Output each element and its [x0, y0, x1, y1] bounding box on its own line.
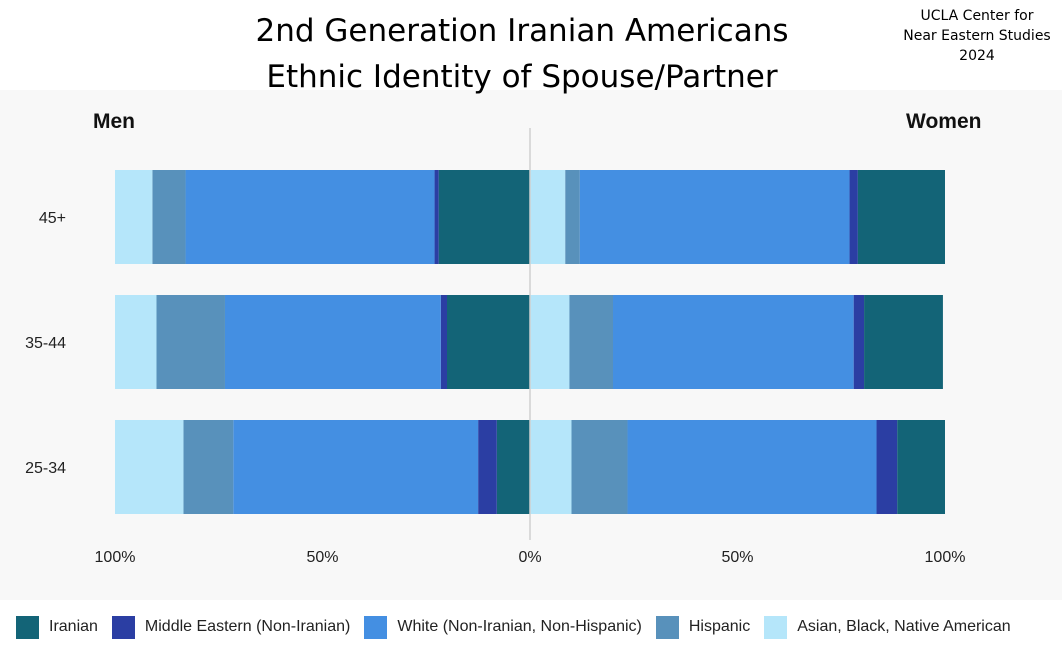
- bar-men-25-34-series-2: [233, 420, 479, 514]
- legend-label: White (Non-Iranian, Non-Hispanic): [397, 618, 642, 635]
- bar-women-25-34-series-1: [876, 420, 898, 514]
- bar-men-45+-series-1: [434, 170, 439, 264]
- chart-title: 2nd Generation Iranian Americans Ethnic …: [222, 8, 822, 100]
- x-tick-label: 100%: [925, 549, 966, 566]
- legend-swatch: [764, 615, 788, 639]
- bar-men-45+-series-4: [115, 170, 153, 264]
- legend-label: Hispanic: [688, 618, 751, 635]
- category-label: 35-44: [25, 335, 66, 352]
- bar-men-25-34-series-3: [183, 420, 234, 514]
- bar-women-45+-series-3: [565, 170, 580, 264]
- bar-men-45+-series-2: [185, 170, 435, 264]
- legend-swatch: [364, 615, 388, 639]
- bar-men-35-44-series-0: [447, 295, 530, 389]
- category-label: 25-34: [25, 460, 66, 477]
- legend-item: Hispanic: [655, 615, 751, 639]
- x-tick-label: 100%: [95, 549, 136, 566]
- x-tick-label: 50%: [721, 549, 753, 566]
- bar-men-35-44-series-2: [224, 295, 441, 389]
- bar-women-35-44-series-1: [853, 295, 865, 389]
- legend-item: Middle Eastern (Non-Iranian): [111, 615, 351, 639]
- legend-label: Asian, Black, Native American: [797, 618, 1011, 635]
- source-note: UCLA Center for Near Eastern Studies 202…: [892, 6, 1062, 66]
- bar-men-45+-series-0: [438, 170, 530, 264]
- bar-men-35-44-series-4: [115, 295, 157, 389]
- bar-men-35-44-series-1: [440, 295, 447, 389]
- legend-label: Iranian: [49, 618, 98, 635]
- title-line-2: Ethnic Identity of Spouse/Partner: [266, 59, 778, 95]
- women-side-label: Women: [906, 110, 982, 133]
- legend-swatch: [655, 615, 679, 639]
- x-tick-label: 50%: [306, 549, 338, 566]
- bar-women-35-44-series-3: [569, 295, 613, 389]
- men-side-label: Men: [93, 110, 135, 133]
- bar-women-25-34-series-3: [571, 420, 628, 514]
- legend-swatch: [16, 615, 39, 639]
- diverging-bar-chart: 45+ 35-44 25-34 100% 50% 0% 50% 100%: [25, 128, 966, 566]
- chart-legend: Iranian Middle Eastern (Non-Iranian) White…: [16, 612, 1025, 642]
- bar-women-25-34-series-4: [530, 420, 572, 514]
- bar-men-35-44-series-3: [156, 295, 225, 389]
- legend-item: Asian, Black, Native American: [764, 615, 1011, 639]
- bar-men-45+-series-3: [152, 170, 186, 264]
- bar-women-35-44-series-0: [864, 295, 943, 389]
- bar-women-45+-series-4: [530, 170, 566, 264]
- bar-women-45+-series-1: [849, 170, 858, 264]
- bar-women-35-44-series-2: [613, 295, 854, 389]
- bar-men-25-34-series-1: [478, 420, 497, 514]
- bar-women-35-44-series-4: [530, 295, 570, 389]
- bar-women-45+-series-2: [579, 170, 850, 264]
- bar-women-25-34-series-2: [627, 420, 877, 514]
- legend-item: Iranian: [16, 615, 98, 639]
- source-line-3: 2024: [959, 48, 995, 64]
- bar-men-25-34-series-0: [496, 420, 530, 514]
- source-line-1: UCLA Center for: [920, 8, 1034, 24]
- legend-swatch: [111, 615, 135, 639]
- bar-women-25-34-series-0: [897, 420, 945, 514]
- x-tick-label: 0%: [518, 549, 541, 566]
- category-label: 45+: [39, 210, 66, 227]
- title-line-1: 2nd Generation Iranian Americans: [255, 13, 789, 49]
- legend-item: White (Non-Iranian, Non-Hispanic): [364, 615, 642, 639]
- source-line-2: Near Eastern Studies: [903, 28, 1051, 44]
- bar-women-45+-series-0: [857, 170, 945, 264]
- legend-label: Middle Eastern (Non-Iranian): [144, 618, 351, 635]
- bar-men-25-34-series-4: [115, 420, 184, 514]
